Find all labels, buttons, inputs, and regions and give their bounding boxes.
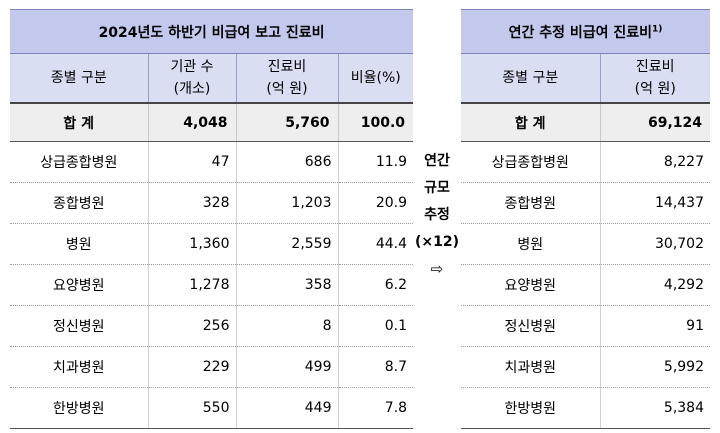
row-cost: 5,992: [599, 346, 710, 388]
row-cost: 8: [235, 305, 338, 347]
note-line-1: 연간: [424, 153, 450, 169]
row-institutions: 550: [147, 387, 236, 429]
right-arrow-icon: ⇨: [430, 260, 444, 278]
annual-estimate-table: 연간 추정 비급여 진료비1) 종별 구분 진료비 (억 원) 합 계 69,1…: [461, 9, 710, 429]
row-cost: 4,292: [599, 264, 710, 306]
row-institutions: 256: [147, 305, 236, 347]
row-institutions: 1,360: [147, 223, 236, 265]
row-label: 치과병원: [10, 346, 148, 388]
total-label: 합 계: [10, 103, 148, 142]
header-institutions-unit: (개소): [173, 81, 211, 97]
table-row: 병원 30,702: [461, 223, 710, 265]
row-institutions: 328: [147, 182, 236, 224]
row-label: 종합병원: [10, 182, 148, 224]
header-institutions-label: 기관 수: [170, 59, 214, 75]
total-institutions: 4,048: [147, 103, 236, 142]
header-cost-unit: (억 원): [266, 81, 308, 97]
row-ratio: 20.9: [337, 182, 414, 224]
row-label: 병원: [461, 223, 600, 265]
row-label: 한방병원: [461, 387, 600, 429]
note-line-4: (×12): [414, 234, 459, 250]
row-ratio: 11.9: [337, 141, 414, 183]
row-institutions: 1,278: [147, 264, 236, 306]
right-table-title-text: 연간 추정 비급여 진료비: [508, 24, 653, 41]
table-row: 치과병원 229 499 8.7: [10, 346, 414, 388]
header-cost-label: 진료비: [267, 59, 307, 75]
row-institutions: 229: [147, 346, 236, 388]
row-ratio: 7.8: [337, 387, 414, 429]
row-cost: 8,227: [599, 141, 710, 183]
row-cost: 5,384: [599, 387, 710, 429]
header-cost-label: 진료비: [635, 59, 675, 75]
row-label: 요양병원: [461, 264, 600, 306]
header-ratio: 비율(%): [337, 53, 414, 104]
row-label: 요양병원: [10, 264, 148, 306]
total-row: 합 계 69,124: [461, 103, 710, 142]
row-cost: 30,702: [599, 223, 710, 265]
row-cost: 2,559: [235, 223, 338, 265]
row-label: 상급종합병원: [10, 141, 148, 183]
header-category: 종별 구분: [461, 53, 600, 104]
total-cost: 5,760: [235, 103, 338, 142]
table-row: 병원 1,360 2,559 44.4: [10, 223, 414, 265]
row-label: 상급종합병원: [461, 141, 600, 183]
semiannual-cost-table: 2024년도 하반기 비급여 보고 진료비 종별 구분 기관 수 (개소) 진료…: [10, 9, 414, 429]
table-row: 정신병원 91: [461, 305, 710, 347]
row-institutions: 47: [147, 141, 236, 183]
row-cost: 358: [235, 264, 338, 306]
total-label: 합 계: [461, 103, 600, 142]
row-ratio: 44.4: [337, 223, 414, 265]
row-ratio: 8.7: [337, 346, 414, 388]
header-cost: 진료비 (억 원): [235, 53, 338, 104]
total-row: 합 계 4,048 5,760 100.0: [10, 103, 414, 142]
row-label: 치과병원: [461, 346, 600, 388]
table-row: 요양병원 1,278 358 6.2: [10, 264, 414, 306]
table-row: 상급종합병원 47 686 11.9: [10, 141, 414, 183]
table-row: 정신병원 256 8 0.1: [10, 305, 414, 347]
header-institutions: 기관 수 (개소): [147, 53, 236, 104]
row-cost: 1,203: [235, 182, 338, 224]
left-table-title: 2024년도 하반기 비급여 보고 진료비: [10, 9, 414, 54]
row-label: 병원: [10, 223, 148, 265]
row-cost: 686: [235, 141, 338, 183]
row-cost: 14,437: [599, 182, 710, 224]
table-row: 치과병원 5,992: [461, 346, 710, 388]
table-row: 상급종합병원 8,227: [461, 141, 710, 183]
table-row: 요양병원 4,292: [461, 264, 710, 306]
right-table-title: 연간 추정 비급여 진료비1): [461, 9, 710, 54]
total-cost: 69,124: [599, 103, 710, 142]
total-ratio: 100.0: [337, 103, 414, 142]
row-label: 한방병원: [10, 387, 148, 429]
row-cost: 91: [599, 305, 710, 347]
note-line-3: 추정: [424, 207, 450, 223]
header-category: 종별 구분: [10, 53, 148, 104]
table-row: 한방병원 5,384: [461, 387, 710, 429]
footnote-marker: 1): [652, 23, 663, 34]
note-line-2: 규모: [424, 180, 450, 196]
row-cost: 449: [235, 387, 338, 429]
annual-estimate-note: 연간 규모 추정 (×12) ⇨: [414, 148, 460, 283]
table-row: 한방병원 550 449 7.8: [10, 387, 414, 429]
row-label: 정신병원: [10, 305, 148, 347]
row-label: 종합병원: [461, 182, 600, 224]
row-ratio: 0.1: [337, 305, 414, 347]
table-row: 종합병원 328 1,203 20.9: [10, 182, 414, 224]
row-cost: 499: [235, 346, 338, 388]
header-cost-unit: (억 원): [634, 81, 676, 97]
header-cost: 진료비 (억 원): [599, 53, 710, 104]
row-label: 정신병원: [461, 305, 600, 347]
row-ratio: 6.2: [337, 264, 414, 306]
table-row: 종합병원 14,437: [461, 182, 710, 224]
